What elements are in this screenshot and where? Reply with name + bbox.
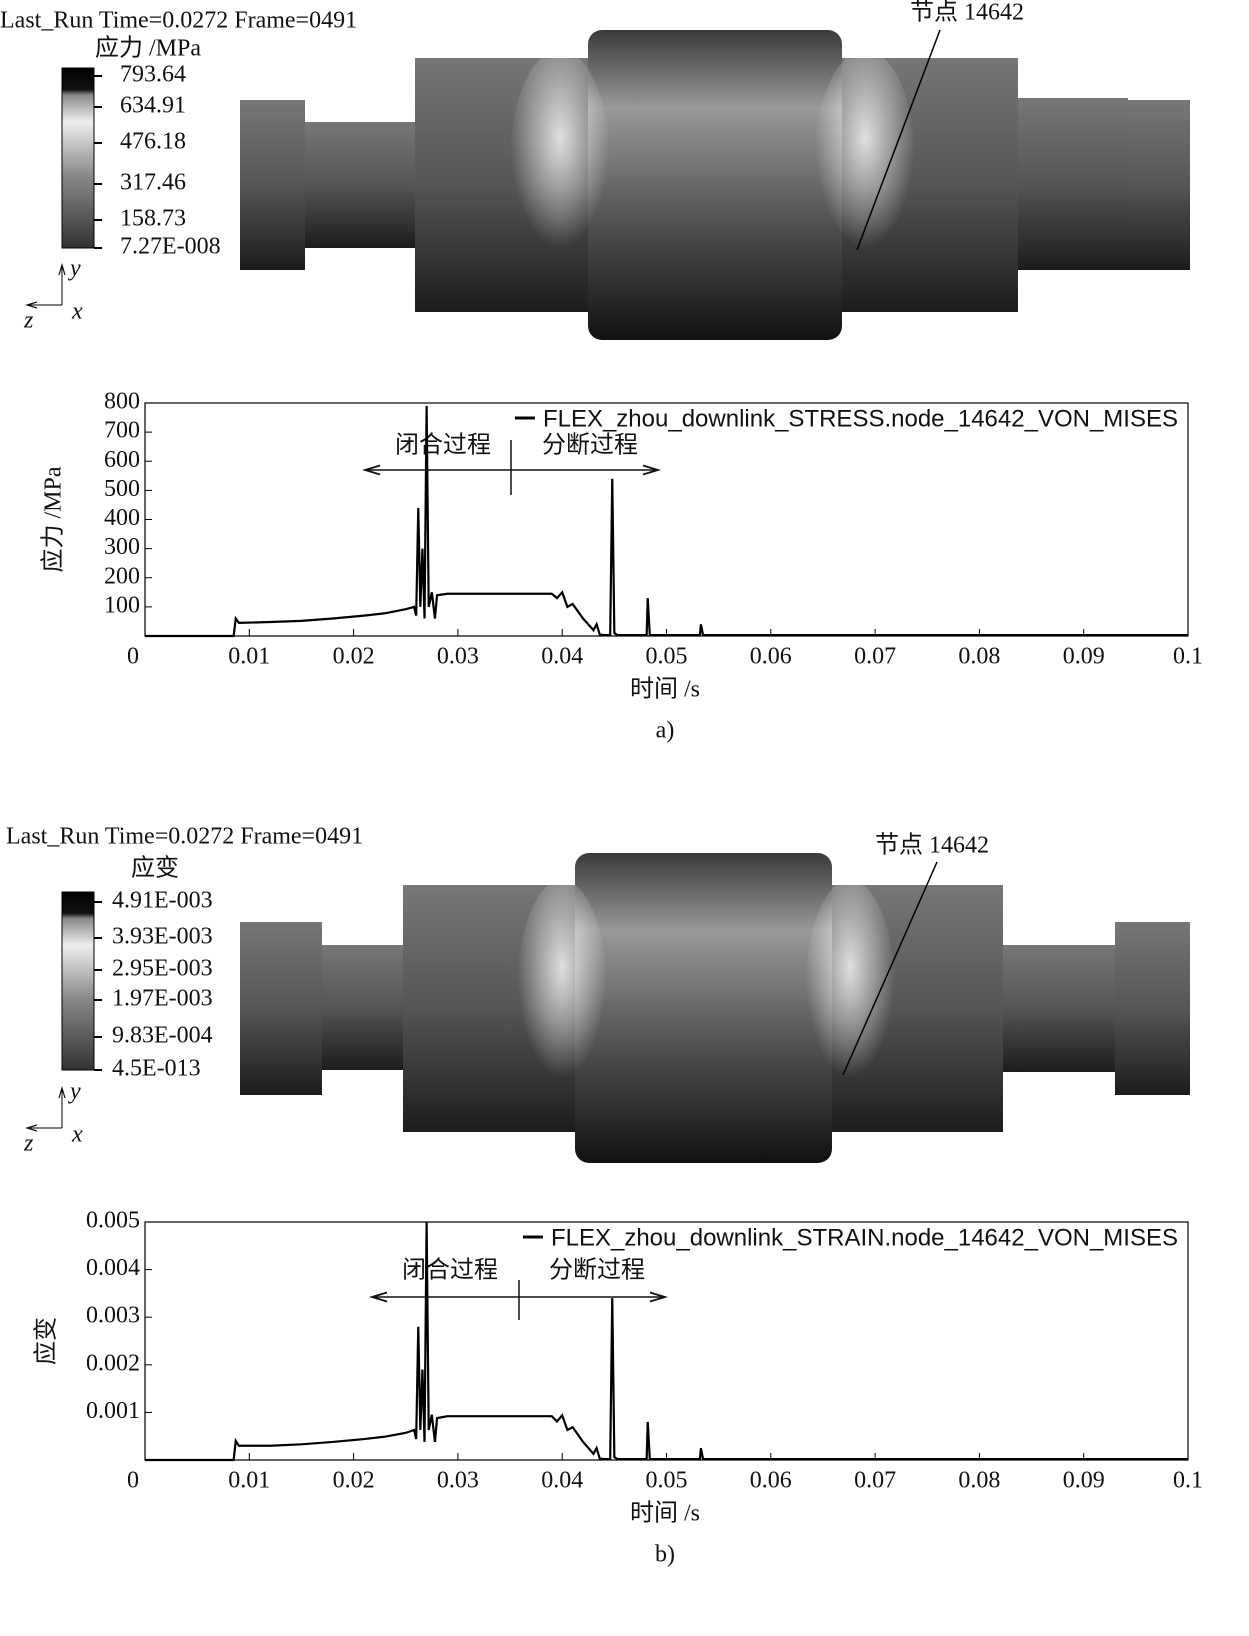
plot-frame <box>144 402 1189 637</box>
data-line <box>145 405 1188 638</box>
contour-label: 9.83E-004 <box>112 1023 213 1049</box>
contour-label: 476.18 <box>120 129 186 155</box>
shaft-part <box>1115 922 1190 1095</box>
phase-label: 分断过程 <box>542 432 638 459</box>
phase-label: 闭合过程 <box>402 1257 498 1284</box>
y-tick-label: 400 <box>104 505 140 531</box>
y-tick-label: 700 <box>104 418 140 444</box>
x-tick-label: 0.04 <box>541 1468 583 1494</box>
axis-y-name: y <box>68 1079 81 1105</box>
contour-label: 4.91E-003 <box>112 888 213 914</box>
axis-x-name: x <box>71 299 83 325</box>
x-tick-label: 0.02 <box>333 1468 375 1494</box>
x-tick-label: 0 <box>127 1468 139 1494</box>
node-leader <box>842 861 938 1076</box>
x-tick-label: 0.05 <box>646 644 688 670</box>
shaft-part <box>240 922 322 1095</box>
contour-label: 158.73 <box>120 206 186 232</box>
data-line <box>145 1221 1188 1462</box>
contour-label: 3.93E-003 <box>112 924 213 950</box>
legend-title: 应变 <box>131 855 179 882</box>
stress-glow <box>815 50 915 270</box>
node-label: 节点 14642 <box>910 0 1024 26</box>
shaft-part <box>305 122 415 248</box>
legend-title: 应力 /MPa <box>95 35 201 62</box>
x-tick-label: 0.01 <box>228 644 270 670</box>
y-axis-label: 应变 <box>33 1317 60 1365</box>
y-tick-label: 0.002 <box>86 1350 140 1376</box>
caption: b) <box>655 1542 675 1568</box>
y-tick-label: 300 <box>104 534 140 560</box>
y-tick-label: 600 <box>104 447 140 473</box>
shaft-part <box>240 100 305 270</box>
phase-label: 分断过程 <box>549 1257 645 1284</box>
shaft-part <box>575 853 832 1163</box>
x-tick-label: 0.08 <box>958 1468 1000 1494</box>
y-tick-label: 800 <box>104 389 140 415</box>
shaft-part <box>588 30 842 340</box>
x-tick-label: 0.06 <box>750 644 792 670</box>
legend-label: FLEX_zhou_downlink_STRAIN.node_14642_VON… <box>551 1224 1178 1251</box>
axis-z-name: z <box>23 1131 34 1157</box>
x-tick-label: 0.03 <box>437 1468 479 1494</box>
caption: a) <box>656 718 675 744</box>
x-axis-label: 时间 /s <box>630 676 700 703</box>
x-tick-label: 0.03 <box>437 644 479 670</box>
run-header: Last_Run Time=0.0272 Frame=0491 <box>6 824 363 850</box>
y-tick-label: 100 <box>104 592 140 618</box>
x-tick-label: 0.06 <box>750 1468 792 1494</box>
contour-label: 7.27E-008 <box>120 234 221 260</box>
y-axis-label: 应力 /MPa <box>40 466 67 572</box>
contour-label: 2.95E-003 <box>112 956 213 982</box>
contour-label: 634.91 <box>120 93 186 119</box>
node-label: 节点 14642 <box>875 832 989 859</box>
y-tick-label: 500 <box>104 476 140 502</box>
run-header: Last_Run Time=0.0272 Frame=0491 <box>0 8 357 34</box>
x-tick-label: 0.05 <box>646 1468 688 1494</box>
y-tick-label: 200 <box>104 563 140 589</box>
y-tick-label: 0.003 <box>86 1303 140 1329</box>
x-tick-label: 0.1 <box>1173 644 1203 670</box>
x-axis-label: 时间 /s <box>630 1500 700 1527</box>
x-tick-label: 0.04 <box>541 644 583 670</box>
shaft-part <box>1128 100 1190 270</box>
x-tick-label: 0.09 <box>1063 644 1105 670</box>
x-tick-label: 0.09 <box>1063 1468 1105 1494</box>
x-tick-label: 0.02 <box>333 644 375 670</box>
shaft-part <box>1003 945 1115 1072</box>
node-leader <box>856 29 941 251</box>
axis-z-name: z <box>23 308 34 334</box>
x-tick-label: 0 <box>127 644 139 670</box>
shaft-part <box>1018 98 1128 270</box>
contour-label: 1.97E-003 <box>112 986 213 1012</box>
legend-label: FLEX_zhou_downlink_STRESS.node_14642_VON… <box>543 405 1178 432</box>
y-tick-label: 0.004 <box>86 1255 140 1281</box>
contour-bar <box>61 891 95 1071</box>
axis-x-name: x <box>71 1122 83 1148</box>
plot-frame <box>144 1221 1189 1461</box>
y-tick-label: 0.005 <box>86 1208 140 1234</box>
contour-label: 793.64 <box>120 62 186 88</box>
y-tick-label: 0.001 <box>86 1398 140 1424</box>
x-tick-label: 0.01 <box>228 1468 270 1494</box>
x-tick-label: 0.07 <box>854 644 896 670</box>
stress-glow <box>805 880 895 1100</box>
contour-label: 4.5E-013 <box>112 1056 201 1082</box>
axis-y-name: y <box>68 256 81 282</box>
x-tick-label: 0.1 <box>1173 1468 1203 1494</box>
shaft-part <box>322 945 403 1070</box>
contour-label: 317.46 <box>120 170 186 196</box>
phase-label: 闭合过程 <box>395 432 491 459</box>
contour-bar <box>61 67 95 249</box>
stress-glow <box>510 50 610 270</box>
stress-glow <box>517 880 607 1100</box>
x-tick-label: 0.08 <box>958 644 1000 670</box>
x-tick-label: 0.07 <box>854 1468 896 1494</box>
